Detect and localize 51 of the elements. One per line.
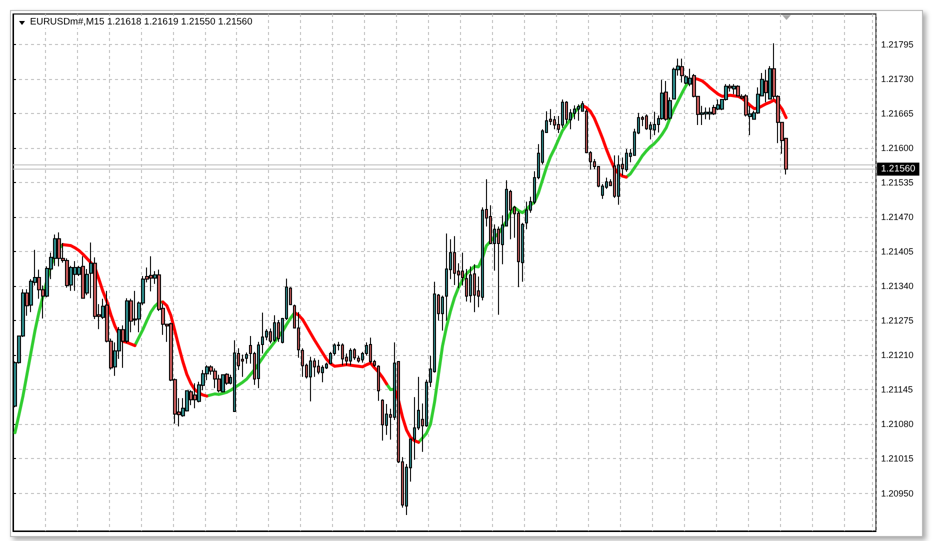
candlestick: [732, 84, 736, 95]
candlestick: [277, 320, 280, 342]
candlestick: [233, 340, 236, 412]
candlestick: [381, 398, 384, 442]
candlestick: [245, 352, 248, 364]
candlestick: [341, 342, 344, 366]
candlestick: [525, 201, 528, 230]
candlestick: [149, 256, 153, 292]
y-tick-label: 1.21470: [881, 212, 914, 222]
y-tick-label: 1.21795: [881, 39, 914, 50]
y-tick-label: 1.21730: [881, 74, 914, 84]
y-tick-label: 1.21080: [881, 419, 914, 430]
candlestick: [73, 260, 77, 292]
y-tick-label: 1.21405: [881, 246, 914, 257]
candlestick: [736, 84, 740, 97]
candlestick: [445, 232, 448, 322]
candlestick: [625, 148, 628, 172]
candlestick: [764, 69, 768, 103]
candlestick: [653, 111, 656, 136]
y-tick-label: 1.21600: [881, 142, 914, 153]
y-tick-label: 1.20950: [881, 488, 914, 498]
candlestick: [221, 374, 225, 393]
candlestick: [57, 232, 61, 267]
y-tick-label: 1.21665: [881, 108, 914, 118]
candlestick: [716, 99, 720, 111]
y-tick-label: 1.21145: [881, 384, 913, 395]
y-tick-label: 1.21275: [881, 316, 914, 326]
candlestick: [441, 295, 444, 332]
candlestick: [577, 104, 580, 122]
y-tick-label: 1.21015: [881, 454, 914, 464]
y-tick-label: 1.21340: [881, 281, 914, 292]
candlestick: [309, 356, 312, 402]
candlestick: [664, 80, 668, 122]
y-tick-label: 1.21210: [881, 350, 914, 360]
ref-line-label: 1.21560: [881, 164, 916, 175]
candlestick: [377, 364, 380, 402]
candlestick: [349, 348, 352, 366]
candlestick: [369, 337, 372, 364]
candlestick: [453, 236, 456, 286]
candlestick: [617, 154, 620, 206]
y-tick-label: 1.21535: [881, 177, 914, 188]
chart-title: EURUSDm#,M15 1.21618 1.21619 1.21550 1.21560: [30, 16, 252, 28]
candlestick: [273, 314, 276, 342]
candlestick: [193, 382, 197, 409]
candlestick: [81, 256, 85, 300]
candlestick: [465, 268, 468, 302]
candlestick: [708, 107, 712, 120]
candlestick: [680, 58, 684, 84]
candlestick: [473, 264, 476, 313]
candlestick: [213, 368, 217, 389]
candlestick: [461, 252, 464, 286]
